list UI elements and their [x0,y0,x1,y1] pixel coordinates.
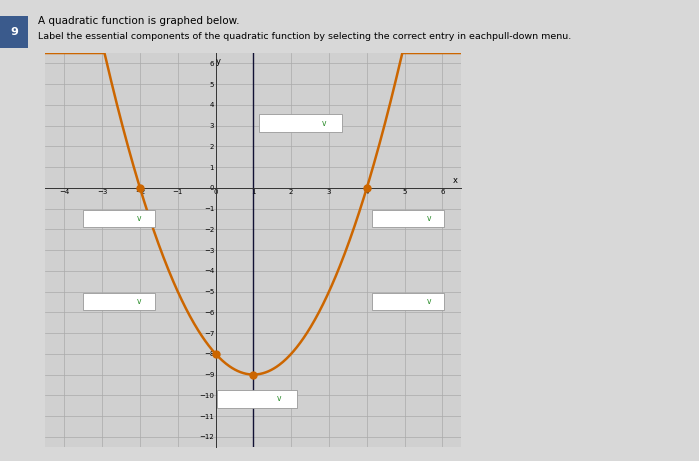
Text: v: v [426,297,431,306]
FancyBboxPatch shape [83,210,155,227]
FancyBboxPatch shape [83,293,155,310]
Text: v: v [137,214,141,223]
FancyBboxPatch shape [217,390,297,408]
Text: v: v [137,297,141,306]
Text: v: v [277,395,282,403]
Text: y: y [216,57,221,66]
Text: 9: 9 [10,27,18,37]
Text: A quadratic function is graphed below.: A quadratic function is graphed below. [38,16,240,26]
FancyBboxPatch shape [259,114,343,132]
FancyBboxPatch shape [373,210,445,227]
Text: v: v [426,214,431,223]
Text: x: x [452,176,458,185]
FancyBboxPatch shape [373,293,445,310]
Text: Label the essential components of the quadratic function by selecting the correc: Label the essential components of the qu… [38,32,572,41]
Text: v: v [322,118,326,128]
